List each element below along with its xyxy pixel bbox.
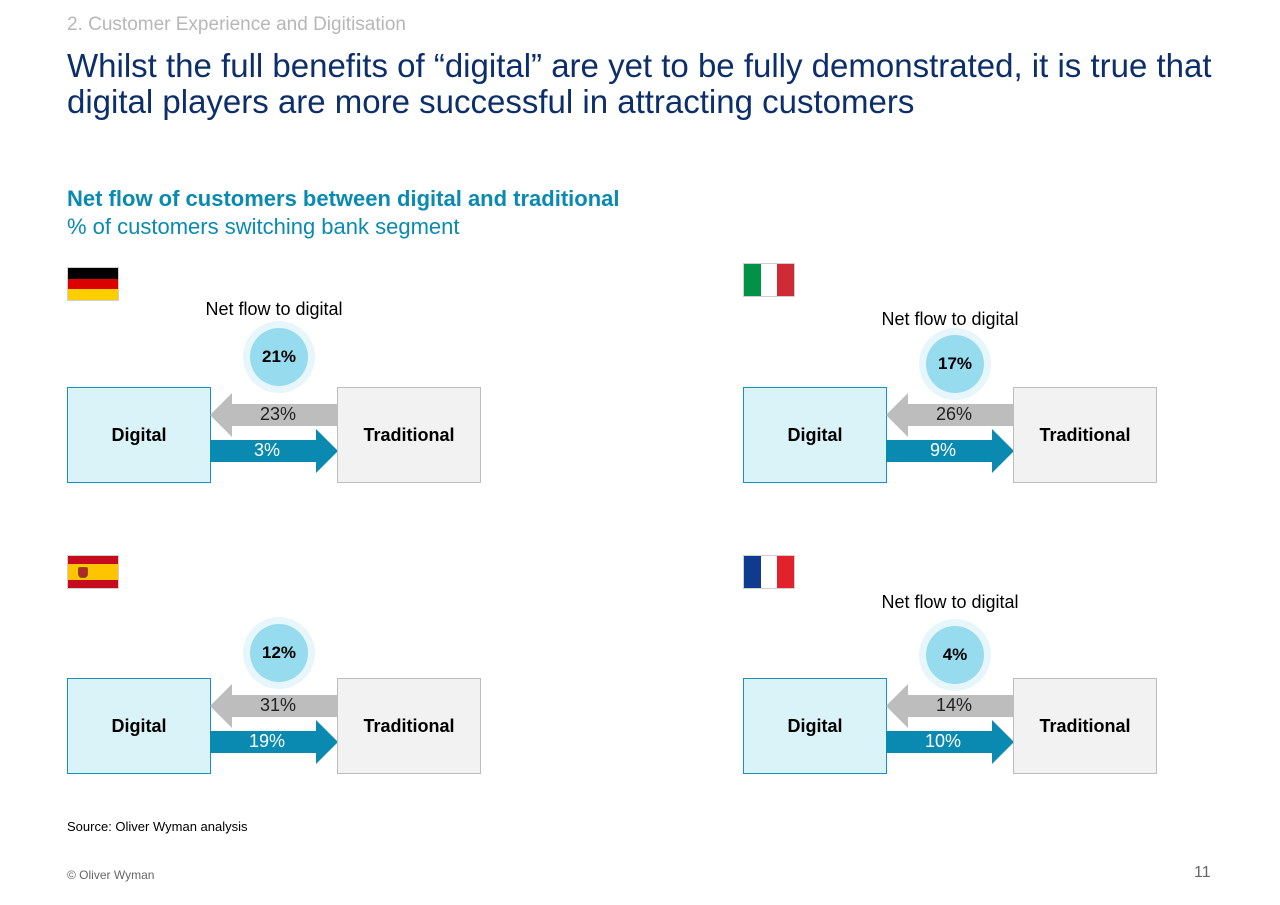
panel-italy: Net flow to digital 17% Digital 26% 9% T… <box>743 263 1163 497</box>
flow-arrows <box>886 684 1014 764</box>
page-number: 11 <box>1194 864 1211 881</box>
net-flow-value: 12% <box>250 624 308 682</box>
panel-germany: Net flow to digital 21% Digital 23% 3% T… <box>67 267 487 497</box>
chart-title: Net flow of customers between digital an… <box>67 186 620 211</box>
digital-box: Digital <box>743 387 887 483</box>
slide-title: Whilst the full benefits of “digital” ar… <box>67 47 1212 120</box>
traditional-box: Traditional <box>1013 678 1157 774</box>
traditional-box: Traditional <box>1013 387 1157 483</box>
arrow-to-digital <box>886 684 1014 728</box>
arrow-to-traditional <box>886 429 1014 473</box>
to-digital-value: 26% <box>935 404 973 424</box>
flow-arrows <box>210 684 338 764</box>
net-flow-label: Net flow to digital <box>881 592 1019 612</box>
net-flow-label: Net flow to digital <box>205 299 343 319</box>
net-flow-label: Net flow to digital <box>881 309 1019 329</box>
copyright: © Oliver Wyman <box>67 868 155 882</box>
to-digital-value: 23% <box>259 404 297 424</box>
to-traditional-value: 19% <box>248 731 286 751</box>
net-flow-bubble: 17% <box>919 328 991 400</box>
digital-box: Digital <box>67 387 211 483</box>
arrow-to-digital <box>886 393 1014 437</box>
net-flow-value: 21% <box>250 328 308 386</box>
france-flag-icon <box>743 555 795 589</box>
net-flow-bubble: 4% <box>919 619 991 691</box>
net-flow-bubble: 21% <box>243 321 315 393</box>
italy-flag-icon <box>743 263 795 297</box>
arrow-to-traditional <box>886 720 1014 764</box>
digital-box: Digital <box>67 678 211 774</box>
net-flow-value: 17% <box>926 335 984 393</box>
traditional-box: Traditional <box>337 387 481 483</box>
digital-box: Digital <box>743 678 887 774</box>
net-flow-bubble: 12% <box>243 617 315 689</box>
arrow-to-digital <box>210 393 338 437</box>
net-flow-value: 4% <box>926 626 984 684</box>
flow-arrows <box>886 393 1014 473</box>
traditional-box: Traditional <box>337 678 481 774</box>
germany-flag-icon <box>67 267 119 301</box>
chart-subtitle: % of customers switching bank segment <box>67 214 460 239</box>
source-note: Source: Oliver Wyman analysis <box>67 819 248 834</box>
to-traditional-value: 10% <box>924 731 962 751</box>
to-digital-value: 31% <box>259 695 297 715</box>
arrow-to-digital <box>210 684 338 728</box>
arrow-to-traditional <box>210 429 338 473</box>
to-traditional-value: 9% <box>929 440 956 460</box>
to-digital-value: 14% <box>935 695 973 715</box>
spain-flag-icon <box>67 555 119 589</box>
to-traditional-value: 3% <box>253 440 280 460</box>
panel-france: Net flow to digital 4% Digital 14% 10% T… <box>743 555 1163 788</box>
arrow-to-traditional <box>210 720 338 764</box>
flow-arrows <box>210 393 338 473</box>
section-label: 2. Customer Experience and Digitisation <box>67 14 407 35</box>
panel-spain: 12% Digital 31% 19% Traditional <box>67 555 487 788</box>
